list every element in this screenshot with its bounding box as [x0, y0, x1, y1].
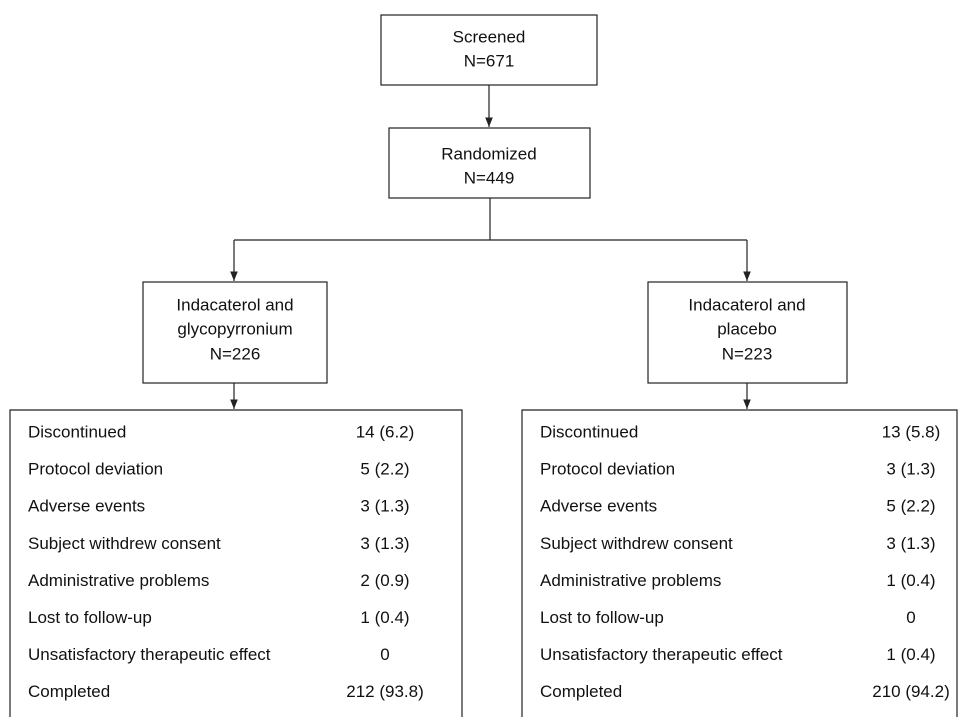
row-label: Administrative problems	[540, 571, 721, 590]
row-value: 1 (0.4)	[360, 608, 409, 627]
row-label: Unsatisfactory therapeutic effect	[540, 645, 783, 664]
branch-line	[234, 198, 747, 241]
node-label: Indacaterol and	[176, 295, 293, 314]
row-value: 212 (93.8)	[346, 682, 424, 701]
row-label: Discontinued	[540, 422, 638, 441]
row-label: Completed	[28, 682, 110, 701]
row-value: 1 (0.4)	[886, 645, 935, 664]
row-label: Unsatisfactory therapeutic effect	[28, 645, 271, 664]
row-label: Lost to follow-up	[28, 608, 152, 627]
row-label: Adverse events	[28, 497, 145, 516]
node-label: N=223	[722, 344, 773, 363]
screened-box	[380, 14, 598, 86]
node-label: N=226	[210, 344, 261, 363]
table-box	[9, 409, 463, 717]
row-value: 5 (2.2)	[360, 460, 409, 479]
row-value: 2 (0.9)	[360, 571, 409, 590]
row-label: Completed	[540, 682, 622, 701]
row-value: 1 (0.4)	[886, 571, 935, 590]
row-value: 0	[380, 645, 389, 664]
arm-box	[647, 281, 848, 384]
node-label: N=449	[464, 168, 515, 187]
row-value: 3 (1.3)	[886, 534, 935, 553]
node-label: placebo	[717, 319, 777, 338]
row-label: Protocol deviation	[28, 460, 163, 479]
row-value: 0	[906, 608, 915, 627]
node-label: glycopyrronium	[177, 319, 292, 338]
row-label: Adverse events	[540, 497, 657, 516]
row-label: Discontinued	[28, 422, 126, 441]
row-label: Protocol deviation	[540, 460, 675, 479]
node-label: Screened	[453, 27, 526, 46]
row-value: 210 (94.2)	[872, 682, 950, 701]
row-label: Lost to follow-up	[540, 608, 664, 627]
arm-box	[142, 281, 328, 384]
row-value: 3 (1.3)	[360, 497, 409, 516]
row-label: Subject withdrew consent	[540, 534, 733, 553]
row-value: 5 (2.2)	[886, 497, 935, 516]
node-label: N=671	[464, 51, 515, 70]
node-label: Indacaterol and	[688, 295, 805, 314]
row-value: 13 (5.8)	[882, 422, 941, 441]
row-label: Subject withdrew consent	[28, 534, 221, 553]
row-value: 3 (1.3)	[886, 460, 935, 479]
node-label: Randomized	[441, 144, 536, 163]
table-box	[521, 409, 958, 717]
row-value: 3 (1.3)	[360, 534, 409, 553]
row-label: Administrative problems	[28, 571, 209, 590]
row-value: 14 (6.2)	[356, 422, 415, 441]
